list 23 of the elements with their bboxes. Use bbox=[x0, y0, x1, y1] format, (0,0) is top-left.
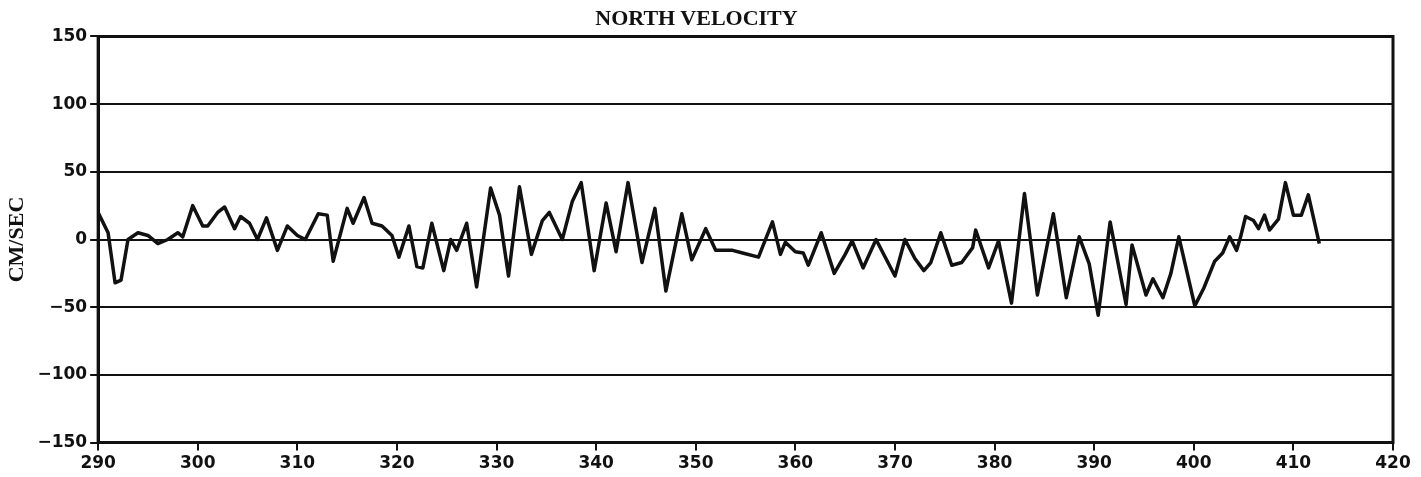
y-axis-title: CM/SEC bbox=[2, 196, 28, 283]
x-tick-label: 300 bbox=[179, 452, 216, 473]
x-tick-label: 400 bbox=[1176, 452, 1212, 473]
x-tick-label: 420 bbox=[1375, 452, 1411, 473]
x-tick-label: 380 bbox=[976, 452, 1013, 473]
y-tick-label: 150 bbox=[51, 24, 88, 45]
x-tick-label: 340 bbox=[578, 452, 615, 473]
x-tick-label: 330 bbox=[478, 452, 515, 473]
x-tick-label: 310 bbox=[279, 452, 316, 473]
x-tick-label: 320 bbox=[379, 452, 415, 473]
y-tick-label: −100 bbox=[37, 363, 88, 384]
x-tick-label: 360 bbox=[777, 452, 814, 473]
y-tick-label: −50 bbox=[49, 295, 88, 316]
y-tick-label: −150 bbox=[37, 431, 88, 452]
x-tick-label: 350 bbox=[678, 452, 714, 473]
x-tick-label: 390 bbox=[1076, 452, 1113, 473]
x-tick-label: 290 bbox=[80, 452, 117, 473]
chart-title: NORTH VELOCITY bbox=[595, 4, 798, 30]
x-tick-label: 370 bbox=[877, 452, 913, 473]
x-tick-label: 410 bbox=[1275, 452, 1312, 473]
y-tick-label: 0 bbox=[75, 227, 88, 248]
y-tick-label: 100 bbox=[51, 92, 88, 113]
y-tick-label: 50 bbox=[63, 160, 88, 181]
